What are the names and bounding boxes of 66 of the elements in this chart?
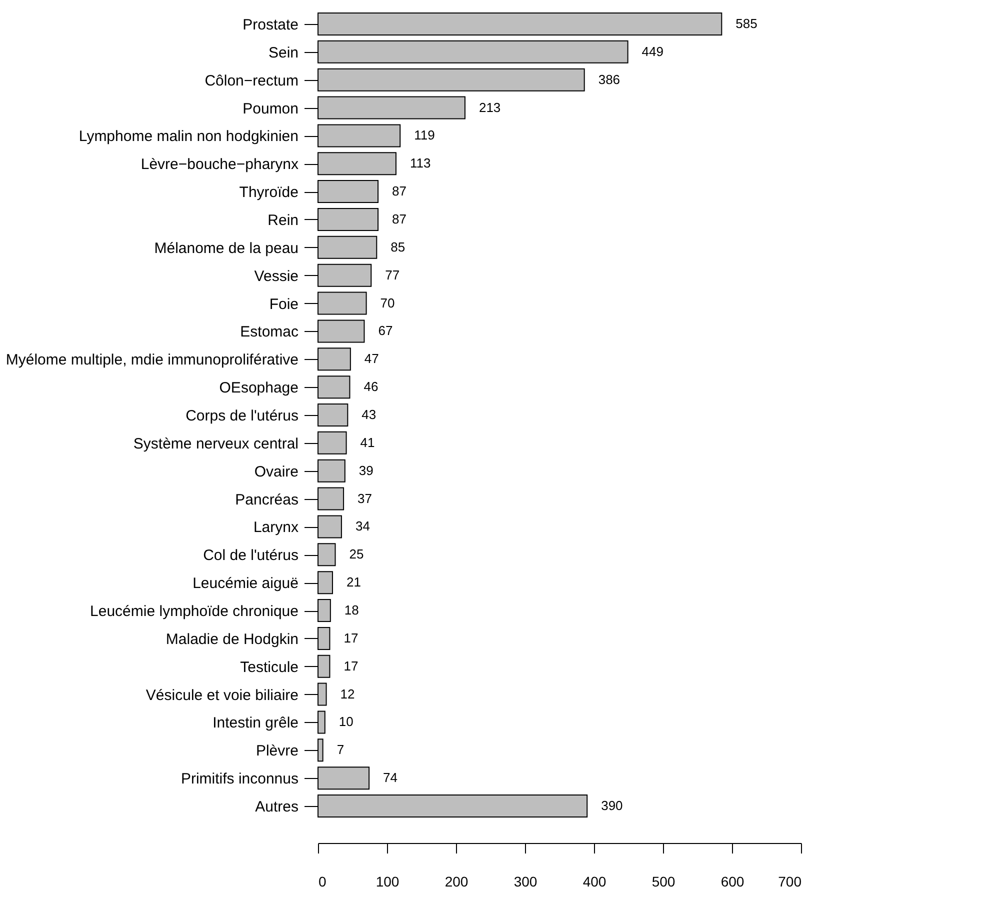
y-tick-label: Rein: [268, 212, 298, 229]
y-tick-label: Primitifs inconnus: [180, 770, 298, 788]
data-label: 10: [338, 714, 354, 730]
data-label: 70: [380, 295, 395, 310]
data-label: 85: [390, 239, 406, 254]
x-tick-label: 300: [514, 874, 538, 890]
data-label: 7: [336, 742, 344, 758]
data-label: 17: [344, 658, 358, 674]
y-tick-label: Ovaire: [254, 463, 298, 480]
x-tick-label: 500: [652, 874, 676, 890]
data-label: 17: [344, 630, 358, 646]
data-label: 46: [364, 379, 378, 394]
data-label: 39: [358, 462, 374, 478]
x-tick-label: 100: [376, 874, 400, 890]
data-label: 34: [355, 518, 370, 534]
data-label: 25: [349, 546, 364, 562]
y-tick-label: Plèvre: [256, 742, 298, 760]
data-label: 67: [378, 323, 393, 338]
y-tick-label: Corps de l'utérus: [186, 408, 298, 424]
data-label: 87: [392, 184, 406, 199]
data-label: 37: [358, 490, 372, 506]
y-tick-label: Testicule: [240, 658, 298, 676]
y-tick-label: Côlon−rectum: [204, 72, 298, 90]
data-label: 18: [344, 602, 359, 618]
data-label: 449: [642, 44, 664, 59]
y-tick-label: Mélanome de la peau: [154, 240, 298, 257]
y-tick-label: Col de l'utérus: [203, 547, 298, 564]
y-tick-label: Autres: [255, 798, 298, 816]
data-label: 113: [410, 156, 431, 171]
y-tick-label: Estomac: [240, 324, 299, 341]
data-label: 12: [340, 686, 355, 702]
y-tick-label: Myélome multiple, mdie immunoproliférative: [6, 352, 298, 369]
y-tick-label: Maladie de Hodgkin: [166, 630, 298, 648]
data-label: 119: [414, 128, 435, 143]
y-tick-label: Thyroïde: [239, 184, 298, 202]
x-tick-label: 0: [318, 874, 326, 890]
y-tick-label: Lèvre−bouche−pharynx: [140, 156, 299, 174]
x-tick-label: 600: [720, 874, 744, 890]
data-label: 47: [364, 351, 379, 366]
x-tick-label: 200: [444, 874, 468, 890]
y-tick-label: Prostate: [242, 16, 298, 34]
x-tick-label: 400: [582, 874, 606, 890]
y-tick-label: Sein: [268, 44, 298, 62]
y-tick-label: Intestin grêle: [212, 714, 298, 732]
y-tick-label: Lymphome malin non hodgkinien: [78, 128, 298, 146]
data-label: 21: [346, 574, 361, 590]
y-tick-label: Vessie: [254, 268, 298, 285]
data-label: 74: [383, 770, 398, 786]
y-tick-label: Pancréas: [235, 491, 298, 508]
x-tick-label: 700: [778, 874, 802, 890]
y-tick-label: OEsophage: [219, 380, 298, 397]
data-label: 77: [385, 267, 400, 282]
data-label: 585: [736, 16, 758, 31]
data-label: 213: [478, 100, 501, 115]
data-label: 390: [601, 798, 623, 814]
y-tick-label: Larynx: [253, 519, 299, 536]
y-tick-label: Poumon: [242, 100, 298, 118]
data-label: 43: [362, 407, 376, 422]
y-tick-label: Leucémie aiguë: [192, 575, 298, 592]
data-label: 386: [598, 72, 620, 87]
y-tick-label: Système nerveux central: [133, 435, 298, 452]
data-label: 87: [392, 211, 406, 226]
y-tick-label: Leucémie lymphoïde chronique: [90, 603, 298, 620]
y-tick-label: Vésicule et voie biliaire: [146, 686, 298, 704]
y-tick-label: Foie: [269, 296, 298, 313]
data-label: 41: [360, 434, 375, 450]
